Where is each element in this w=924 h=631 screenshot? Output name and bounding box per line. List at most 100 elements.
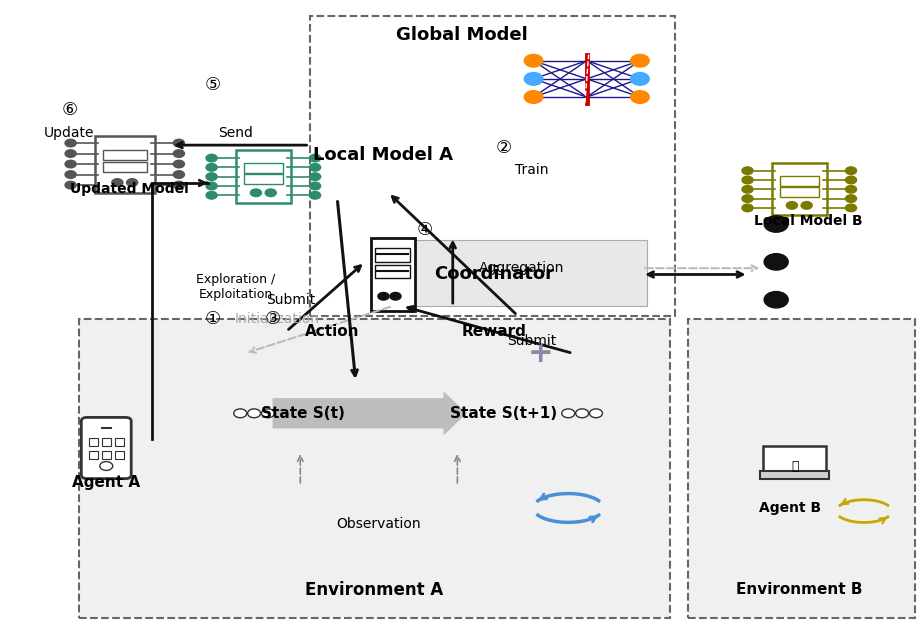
FancyBboxPatch shape	[89, 451, 98, 459]
FancyArrow shape	[273, 391, 467, 435]
Circle shape	[524, 54, 542, 67]
Circle shape	[206, 191, 217, 199]
Circle shape	[786, 202, 797, 209]
Circle shape	[65, 160, 76, 168]
FancyBboxPatch shape	[244, 163, 283, 174]
Circle shape	[206, 163, 217, 171]
Text: Send: Send	[218, 126, 253, 139]
FancyBboxPatch shape	[102, 451, 111, 459]
Circle shape	[845, 176, 857, 184]
Circle shape	[206, 155, 217, 162]
FancyBboxPatch shape	[310, 16, 675, 315]
Text: Local Model A: Local Model A	[313, 146, 454, 163]
FancyBboxPatch shape	[115, 451, 124, 459]
Text: Reward: Reward	[462, 324, 527, 339]
Circle shape	[742, 186, 753, 193]
Circle shape	[764, 254, 788, 270]
Circle shape	[631, 54, 650, 67]
FancyBboxPatch shape	[780, 176, 819, 186]
Circle shape	[310, 191, 321, 199]
Circle shape	[845, 204, 857, 212]
Circle shape	[524, 73, 542, 85]
Circle shape	[742, 176, 753, 184]
FancyBboxPatch shape	[244, 174, 283, 184]
Text: Coordinator: Coordinator	[434, 266, 554, 283]
Circle shape	[845, 195, 857, 203]
Circle shape	[174, 150, 185, 157]
Circle shape	[310, 182, 321, 190]
Text: 🔧: 🔧	[791, 461, 798, 473]
Text: Environment B: Environment B	[736, 582, 862, 598]
Circle shape	[250, 189, 261, 196]
FancyBboxPatch shape	[375, 264, 410, 278]
Text: ⑤: ⑤	[204, 76, 221, 94]
Text: ①: ①	[204, 310, 221, 327]
Text: +: +	[528, 339, 553, 368]
Circle shape	[65, 181, 76, 189]
Text: ⑥: ⑥	[61, 102, 78, 119]
Circle shape	[310, 173, 321, 180]
FancyBboxPatch shape	[383, 240, 647, 306]
Circle shape	[576, 409, 589, 418]
FancyBboxPatch shape	[102, 438, 111, 446]
Text: ③: ③	[264, 310, 281, 327]
Circle shape	[248, 409, 261, 418]
Text: Updated Model: Updated Model	[70, 182, 188, 196]
Circle shape	[65, 150, 76, 157]
Circle shape	[310, 163, 321, 171]
Circle shape	[562, 409, 575, 418]
Circle shape	[524, 91, 542, 103]
Circle shape	[631, 91, 650, 103]
Circle shape	[206, 182, 217, 190]
Text: Observation: Observation	[336, 517, 421, 531]
Text: Agent B: Agent B	[759, 501, 821, 515]
Text: State S(t+1): State S(t+1)	[450, 406, 557, 421]
Circle shape	[310, 155, 321, 162]
FancyBboxPatch shape	[371, 239, 415, 311]
Circle shape	[742, 195, 753, 203]
Circle shape	[590, 409, 602, 418]
Circle shape	[234, 409, 247, 418]
Circle shape	[174, 160, 185, 168]
Circle shape	[631, 73, 650, 85]
FancyBboxPatch shape	[236, 151, 291, 203]
Circle shape	[390, 293, 401, 300]
Circle shape	[764, 216, 788, 232]
Text: ④: ④	[417, 221, 433, 239]
Text: Initialization: Initialization	[235, 312, 320, 326]
FancyBboxPatch shape	[81, 418, 131, 478]
FancyBboxPatch shape	[375, 248, 410, 262]
Circle shape	[378, 293, 389, 300]
Text: Agent A: Agent A	[72, 475, 140, 490]
Circle shape	[65, 139, 76, 147]
FancyBboxPatch shape	[760, 471, 829, 479]
FancyBboxPatch shape	[103, 150, 147, 160]
Circle shape	[742, 167, 753, 175]
FancyBboxPatch shape	[89, 438, 98, 446]
Text: State S(t): State S(t)	[261, 406, 345, 421]
FancyBboxPatch shape	[79, 319, 670, 618]
FancyBboxPatch shape	[103, 162, 147, 172]
Circle shape	[65, 171, 76, 179]
Circle shape	[845, 186, 857, 193]
FancyBboxPatch shape	[763, 446, 826, 476]
Text: Action: Action	[306, 324, 359, 339]
Circle shape	[174, 171, 185, 179]
FancyBboxPatch shape	[772, 163, 827, 216]
Text: Train: Train	[515, 163, 548, 177]
Circle shape	[764, 292, 788, 308]
Circle shape	[801, 202, 812, 209]
FancyBboxPatch shape	[688, 319, 915, 618]
Text: Global Model: Global Model	[396, 26, 528, 44]
Circle shape	[174, 139, 185, 147]
Text: Exploration /
Exploitation: Exploration / Exploitation	[196, 273, 275, 301]
FancyBboxPatch shape	[780, 187, 819, 197]
Text: Aggregation: Aggregation	[480, 261, 565, 275]
Circle shape	[174, 181, 185, 189]
Text: Update: Update	[44, 126, 94, 139]
FancyBboxPatch shape	[94, 136, 155, 192]
Circle shape	[265, 189, 276, 196]
Circle shape	[742, 204, 753, 212]
Text: Submit: Submit	[266, 293, 316, 307]
Text: Environment A: Environment A	[305, 581, 444, 599]
